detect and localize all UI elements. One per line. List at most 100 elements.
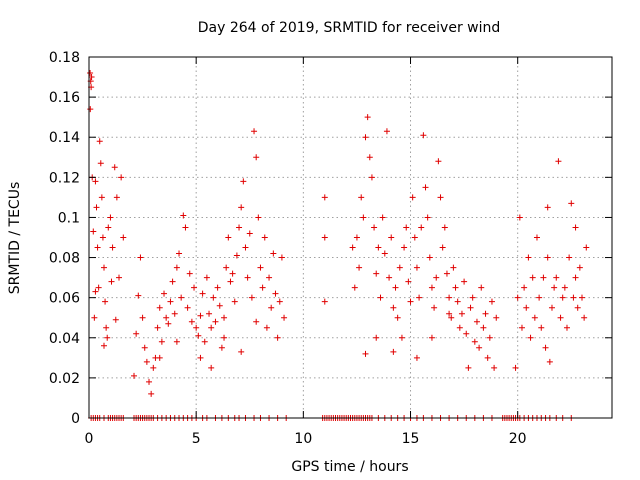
data-point: [471, 338, 478, 345]
data-point: [176, 250, 183, 257]
data-point: [171, 310, 178, 317]
data-point: [158, 338, 165, 345]
data-point: [137, 254, 144, 261]
data-point: [281, 314, 288, 321]
data-point: [103, 324, 110, 331]
data-point: [102, 298, 109, 305]
x-axis-label: GPS time / hours: [291, 459, 408, 475]
data-point: [263, 324, 270, 331]
data-point: [112, 316, 119, 323]
data-point: [478, 284, 485, 291]
data-point: [163, 314, 170, 321]
data-point: [373, 334, 380, 341]
y-tick-label: 0.16: [49, 90, 80, 106]
data-point: [180, 212, 187, 219]
data-point: [561, 284, 568, 291]
data-point: [525, 254, 532, 261]
y-axis-label: SRMTID / TECUs: [7, 182, 23, 295]
data-point: [396, 264, 403, 271]
data-point: [274, 334, 281, 341]
data-point: [201, 338, 208, 345]
data-point: [446, 310, 453, 317]
data-point: [88, 74, 95, 81]
data-point: [99, 234, 106, 241]
data-point: [465, 364, 472, 371]
data-point: [221, 334, 228, 341]
data-point: [578, 294, 585, 301]
data-point: [405, 278, 412, 285]
data-point: [95, 284, 102, 291]
data-point: [572, 224, 579, 231]
data-point: [173, 338, 180, 345]
data-point: [93, 204, 100, 211]
data-point: [482, 310, 489, 317]
data-point: [150, 364, 157, 371]
data-point: [118, 174, 125, 181]
data-point: [161, 290, 168, 297]
data-point: [223, 264, 230, 271]
data-point: [493, 314, 500, 321]
data-point: [388, 234, 395, 241]
data-point: [120, 234, 127, 241]
data-point: [409, 194, 416, 201]
data-point: [206, 310, 213, 317]
data-point: [518, 324, 525, 331]
data-point: [184, 304, 191, 311]
data-point: [358, 194, 365, 201]
data-point: [270, 250, 277, 257]
data-point: [371, 224, 378, 231]
data-point: [555, 158, 562, 165]
data-point: [101, 342, 108, 349]
data-point: [321, 298, 328, 305]
data-point: [238, 204, 245, 211]
data-point: [214, 284, 221, 291]
data-point: [240, 178, 247, 185]
data-point: [221, 314, 228, 321]
data-point: [276, 298, 283, 305]
data-points: [87, 70, 590, 421]
data-point: [156, 304, 163, 311]
data-point: [473, 318, 480, 325]
data-point: [422, 184, 429, 191]
data-point: [551, 284, 558, 291]
x-tick-label: 15: [402, 431, 420, 447]
data-point: [426, 254, 433, 261]
data-point: [105, 224, 112, 231]
data-point: [272, 290, 279, 297]
y-tick-label: 0.08: [49, 251, 80, 267]
data-point: [450, 264, 457, 271]
data-point: [418, 224, 425, 231]
data-point: [253, 318, 260, 325]
data-point: [390, 348, 397, 355]
data-point: [581, 314, 588, 321]
data-point: [87, 106, 94, 113]
data-point: [96, 138, 103, 145]
data-point: [362, 350, 369, 357]
data-point: [116, 274, 123, 281]
y-tick-label: 0.02: [49, 371, 80, 387]
data-point: [527, 334, 534, 341]
data-point: [216, 302, 223, 309]
data-point: [210, 294, 217, 301]
data-point: [92, 178, 99, 185]
data-point: [191, 284, 198, 291]
data-point: [146, 378, 153, 385]
data-point: [446, 294, 453, 301]
data-point: [353, 234, 360, 241]
data-point: [111, 164, 118, 171]
data-point: [233, 252, 240, 259]
data-point: [413, 354, 420, 361]
data-point: [218, 344, 225, 351]
data-point: [546, 358, 553, 365]
chart-title: Day 264 of 2019, SRMTID for receiver win…: [198, 20, 501, 36]
y-tick-label: 0.04: [49, 331, 80, 347]
data-point: [238, 348, 245, 355]
data-point: [443, 270, 450, 277]
data-point: [544, 204, 551, 211]
data-point: [169, 278, 176, 285]
data-point: [557, 314, 564, 321]
data-point: [278, 254, 285, 261]
data-point: [349, 244, 356, 251]
y-tick-label: 0.1: [58, 210, 80, 226]
data-point: [392, 284, 399, 291]
